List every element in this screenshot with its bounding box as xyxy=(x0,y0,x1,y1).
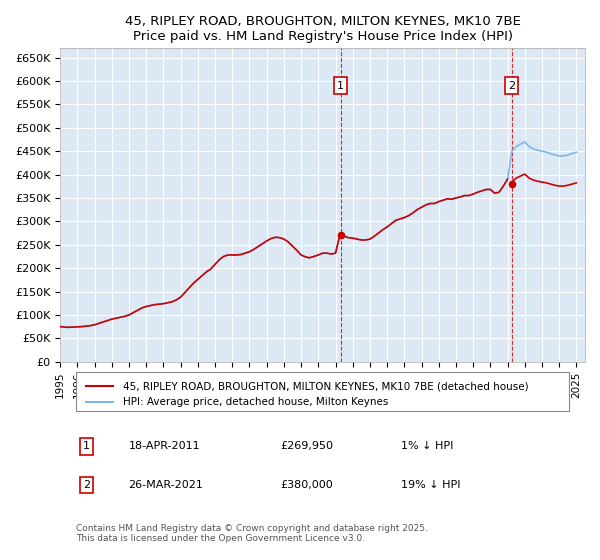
Text: Contains HM Land Registry data © Crown copyright and database right 2025.
This d: Contains HM Land Registry data © Crown c… xyxy=(76,524,428,543)
FancyBboxPatch shape xyxy=(76,372,569,411)
Text: £269,950: £269,950 xyxy=(281,441,334,451)
Text: 1: 1 xyxy=(83,441,90,451)
Point xyxy=(336,231,346,240)
Text: 1: 1 xyxy=(337,81,344,91)
Text: 45, RIPLEY ROAD, BROUGHTON, MILTON KEYNES, MK10 7BE (detached house): 45, RIPLEY ROAD, BROUGHTON, MILTON KEYNE… xyxy=(123,381,529,391)
Text: 1% ↓ HPI: 1% ↓ HPI xyxy=(401,441,454,451)
Title: 45, RIPLEY ROAD, BROUGHTON, MILTON KEYNES, MK10 7BE
Price paid vs. HM Land Regis: 45, RIPLEY ROAD, BROUGHTON, MILTON KEYNE… xyxy=(125,15,521,43)
Text: £380,000: £380,000 xyxy=(281,480,334,490)
Point xyxy=(507,180,517,189)
Text: 2: 2 xyxy=(508,81,515,91)
Text: 19% ↓ HPI: 19% ↓ HPI xyxy=(401,480,461,490)
Text: HPI: Average price, detached house, Milton Keynes: HPI: Average price, detached house, Milt… xyxy=(123,397,389,407)
Text: 18-APR-2011: 18-APR-2011 xyxy=(128,441,200,451)
Text: 2: 2 xyxy=(83,480,90,490)
Text: 26-MAR-2021: 26-MAR-2021 xyxy=(128,480,203,490)
